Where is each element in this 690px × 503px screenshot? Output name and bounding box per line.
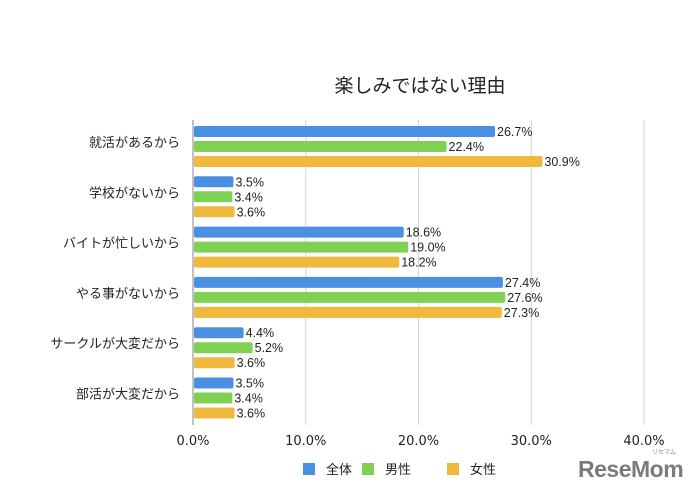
legend-swatch [303,463,315,475]
bar-3 [194,156,543,167]
data-label: 3.5% [235,377,264,391]
resemom-logo: ReseMom [578,456,684,482]
bar-1 [194,126,496,137]
bar-3 [194,206,235,218]
data-label: 3.4% [234,392,263,406]
bar-1 [194,327,244,339]
bar-2 [194,141,447,152]
category-label: サークルが大変だから [50,336,180,352]
data-label: 26.7% [497,125,532,139]
x-tick-label: 20.0% [398,434,439,449]
x-tick-label: 40.0% [623,434,664,449]
data-label: 3.6% [237,356,266,370]
legend-swatch [447,463,459,475]
data-label: 5.2% [255,341,284,355]
bar-2 [194,241,409,253]
data-label: 4.4% [246,326,274,340]
bar-3 [194,357,235,369]
data-label: 22.4% [449,140,484,154]
data-label: 27.6% [507,291,542,305]
data-label: 30.9% [544,155,579,169]
bar-1 [194,276,503,288]
data-label: 27.3% [504,306,539,320]
x-tick-label: 10.0% [285,434,326,449]
data-label: 19.0% [410,241,445,255]
data-label: 27.4% [505,276,540,290]
category-label: やる事がないから [76,287,180,302]
resemom-logo-sub: リセマム [652,449,677,456]
category-label: 学校がないから [89,185,180,201]
data-label: 18.6% [406,226,441,240]
x-tick-label: 0.0% [176,434,209,449]
category-label: 部活が大変だから [76,387,180,403]
bar-3 [194,256,400,268]
data-label: 3.5% [235,175,264,189]
bar-2 [194,191,233,203]
bar-1 [194,176,234,188]
chart-title: 楽しみではない理由 [334,75,505,97]
legend-label: 全体 [326,462,352,478]
data-label: 18.2% [401,256,436,270]
legend-label: 男性 [385,463,411,478]
x-tick-label: 30.0% [511,434,552,449]
legend-swatch [362,463,374,475]
bar-1 [194,226,404,238]
bar-2 [194,342,253,354]
bar-2 [194,392,233,404]
bar-1 [194,377,234,389]
data-label: 3.6% [237,407,266,421]
data-label: 3.4% [234,190,263,204]
bar-3 [194,306,502,318]
bar-3 [194,407,235,419]
bar-2 [194,291,506,303]
category-label: 就活があるから [89,136,180,151]
legend-label: 女性 [470,462,496,478]
data-label: 3.6% [237,205,266,219]
category-label: バイトが忙しいから [63,237,180,252]
